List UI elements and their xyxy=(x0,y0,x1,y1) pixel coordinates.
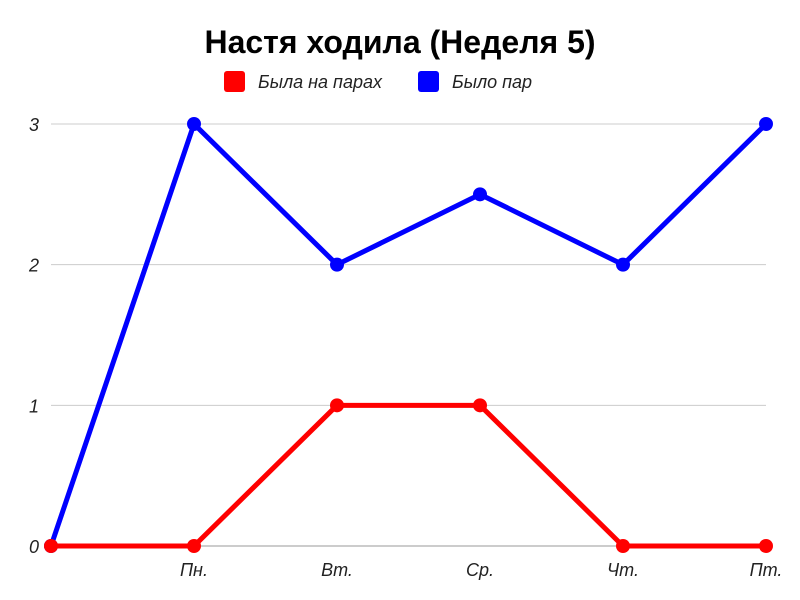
y-tick-label: 3 xyxy=(29,115,39,135)
data-point xyxy=(616,539,630,553)
data-point xyxy=(44,539,58,553)
y-tick-label: 0 xyxy=(29,537,39,557)
y-tick-label: 1 xyxy=(29,396,39,416)
legend-swatch xyxy=(418,71,439,92)
legend-label: Было пар xyxy=(452,72,532,92)
legend-item: Было пар xyxy=(418,71,532,92)
series-line xyxy=(48,121,769,549)
data-point xyxy=(330,398,344,413)
y-axis-ticks: 0 1 2 3 xyxy=(28,115,39,557)
x-tick-label: Ср. xyxy=(466,560,494,580)
legend-label: Была на парах xyxy=(258,72,383,92)
x-tick-label: Чт. xyxy=(607,560,639,580)
data-point xyxy=(616,257,630,272)
series-group xyxy=(44,117,773,553)
data-point xyxy=(187,539,201,553)
legend: Была на парах Было пар xyxy=(224,71,532,92)
x-tick-label: Пт. xyxy=(750,560,783,580)
series-1 xyxy=(44,117,773,553)
data-point xyxy=(473,398,487,413)
data-point xyxy=(473,187,487,202)
data-point xyxy=(759,539,773,553)
chart-title: Настя ходила (Неделя 5) xyxy=(204,24,595,60)
x-tick-label: Вт. xyxy=(321,560,353,580)
data-point xyxy=(330,257,344,272)
data-point xyxy=(759,117,773,131)
legend-item: Была на парах xyxy=(224,71,383,92)
legend-swatch xyxy=(224,71,245,92)
data-point xyxy=(187,117,201,131)
x-axis-ticks: Пн. Вт. Ср. Чт. Пт. xyxy=(180,560,782,580)
series-line xyxy=(48,402,769,549)
gridlines xyxy=(51,123,766,547)
series-0 xyxy=(44,398,773,553)
x-tick-label: Пн. xyxy=(180,560,208,580)
y-tick-label: 2 xyxy=(28,256,39,276)
